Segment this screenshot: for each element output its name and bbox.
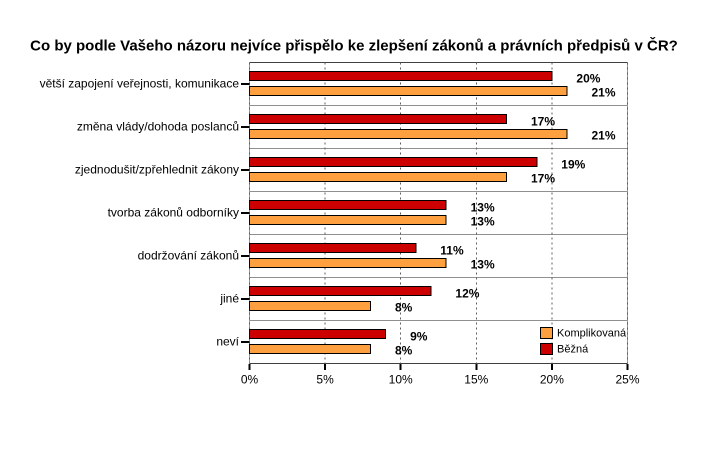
svg-text:Běžná: Běžná xyxy=(557,344,589,356)
svg-text:Co by podle Vašeho názoru nejv: Co by podle Vašeho názoru nejvíce přispě… xyxy=(30,37,678,55)
svg-text:21%: 21% xyxy=(592,86,616,100)
svg-text:Komplikovaná: Komplikovaná xyxy=(557,328,627,340)
svg-text:5%: 5% xyxy=(316,373,334,387)
svg-text:větší zapojení veřejnosti, kom: větší zapojení veřejnosti, komunikace xyxy=(40,77,240,91)
svg-text:17%: 17% xyxy=(531,115,555,129)
svg-text:jiné: jiné xyxy=(219,292,239,306)
svg-text:12%: 12% xyxy=(455,287,479,301)
svg-text:25%: 25% xyxy=(615,373,639,387)
svg-text:13%: 13% xyxy=(471,258,495,272)
svg-text:8%: 8% xyxy=(395,301,413,315)
svg-text:změna vlády/dohoda poslanců: změna vlády/dohoda poslanců xyxy=(77,120,239,134)
svg-text:21%: 21% xyxy=(592,129,616,143)
svg-text:15%: 15% xyxy=(464,373,488,387)
svg-text:zjednodušit/zpřehlednit zákony: zjednodušit/zpřehlednit zákony xyxy=(75,163,239,177)
svg-text:20%: 20% xyxy=(576,72,600,86)
svg-text:dodržování zákonů: dodržování zákonů xyxy=(138,249,239,263)
svg-text:10%: 10% xyxy=(389,373,413,387)
svg-text:13%: 13% xyxy=(471,201,495,215)
svg-text:19%: 19% xyxy=(561,158,585,172)
svg-text:neví: neví xyxy=(216,335,239,349)
svg-text:tvorba zákonů odborníky: tvorba zákonů odborníky xyxy=(108,206,239,220)
svg-text:8%: 8% xyxy=(395,344,413,358)
svg-text:11%: 11% xyxy=(440,244,464,258)
svg-text:17%: 17% xyxy=(531,172,555,186)
svg-text:0%: 0% xyxy=(241,373,259,387)
svg-text:20%: 20% xyxy=(540,373,564,387)
svg-text:9%: 9% xyxy=(410,330,428,344)
svg-text:13%: 13% xyxy=(471,215,495,229)
